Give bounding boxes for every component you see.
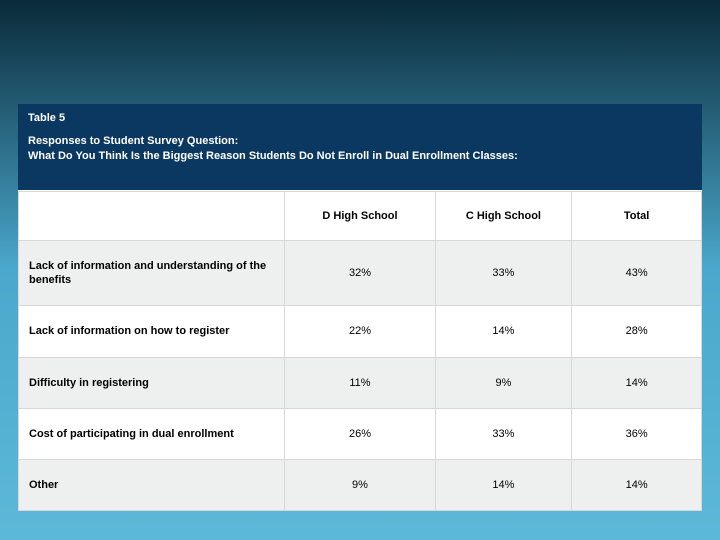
row-label: Cost of participating in dual enrollment xyxy=(19,408,285,459)
col-header-total: Total xyxy=(572,191,702,240)
cell-value: 11% xyxy=(285,357,435,408)
cell-value: 36% xyxy=(572,408,702,459)
table-row: Other 9% 14% 14% xyxy=(19,460,702,511)
table-title-block: Table 5 Responses to Student Survey Ques… xyxy=(18,104,702,191)
cell-value: 33% xyxy=(435,240,572,306)
row-label: Other xyxy=(19,460,285,511)
table-question-line2: What Do You Think Is the Biggest Reason … xyxy=(28,150,518,162)
table-row: Lack of information and understanding of… xyxy=(19,240,702,306)
table-row: Cost of participating in dual enrollment… xyxy=(19,408,702,459)
row-label: Difficulty in registering xyxy=(19,357,285,408)
cell-value: 26% xyxy=(285,408,435,459)
cell-value: 9% xyxy=(285,460,435,511)
cell-value: 43% xyxy=(572,240,702,306)
table-row: Lack of information on how to register 2… xyxy=(19,306,702,357)
cell-value: 9% xyxy=(435,357,572,408)
col-header-d-school: D High School xyxy=(285,191,435,240)
cell-value: 28% xyxy=(572,306,702,357)
table-header-row: D High School C High School Total xyxy=(19,191,702,240)
table-row: Difficulty in registering 11% 9% 14% xyxy=(19,357,702,408)
cell-value: 14% xyxy=(572,357,702,408)
cell-value: 33% xyxy=(435,408,572,459)
col-header-c-school: C High School xyxy=(435,191,572,240)
cell-value: 22% xyxy=(285,306,435,357)
survey-table: D High School C High School Total Lack o… xyxy=(18,191,702,512)
cell-value: 14% xyxy=(435,460,572,511)
col-header-blank xyxy=(19,191,285,240)
row-label: Lack of information and understanding of… xyxy=(19,240,285,306)
cell-value: 14% xyxy=(435,306,572,357)
table-question-line1: Responses to Student Survey Question: xyxy=(28,135,238,147)
table-number: Table 5 xyxy=(28,112,692,124)
cell-value: 32% xyxy=(285,240,435,306)
survey-table-container: Table 5 Responses to Student Survey Ques… xyxy=(18,104,702,511)
cell-value: 14% xyxy=(572,460,702,511)
table-question: Responses to Student Survey Question: Wh… xyxy=(28,134,692,164)
row-label: Lack of information on how to register xyxy=(19,306,285,357)
